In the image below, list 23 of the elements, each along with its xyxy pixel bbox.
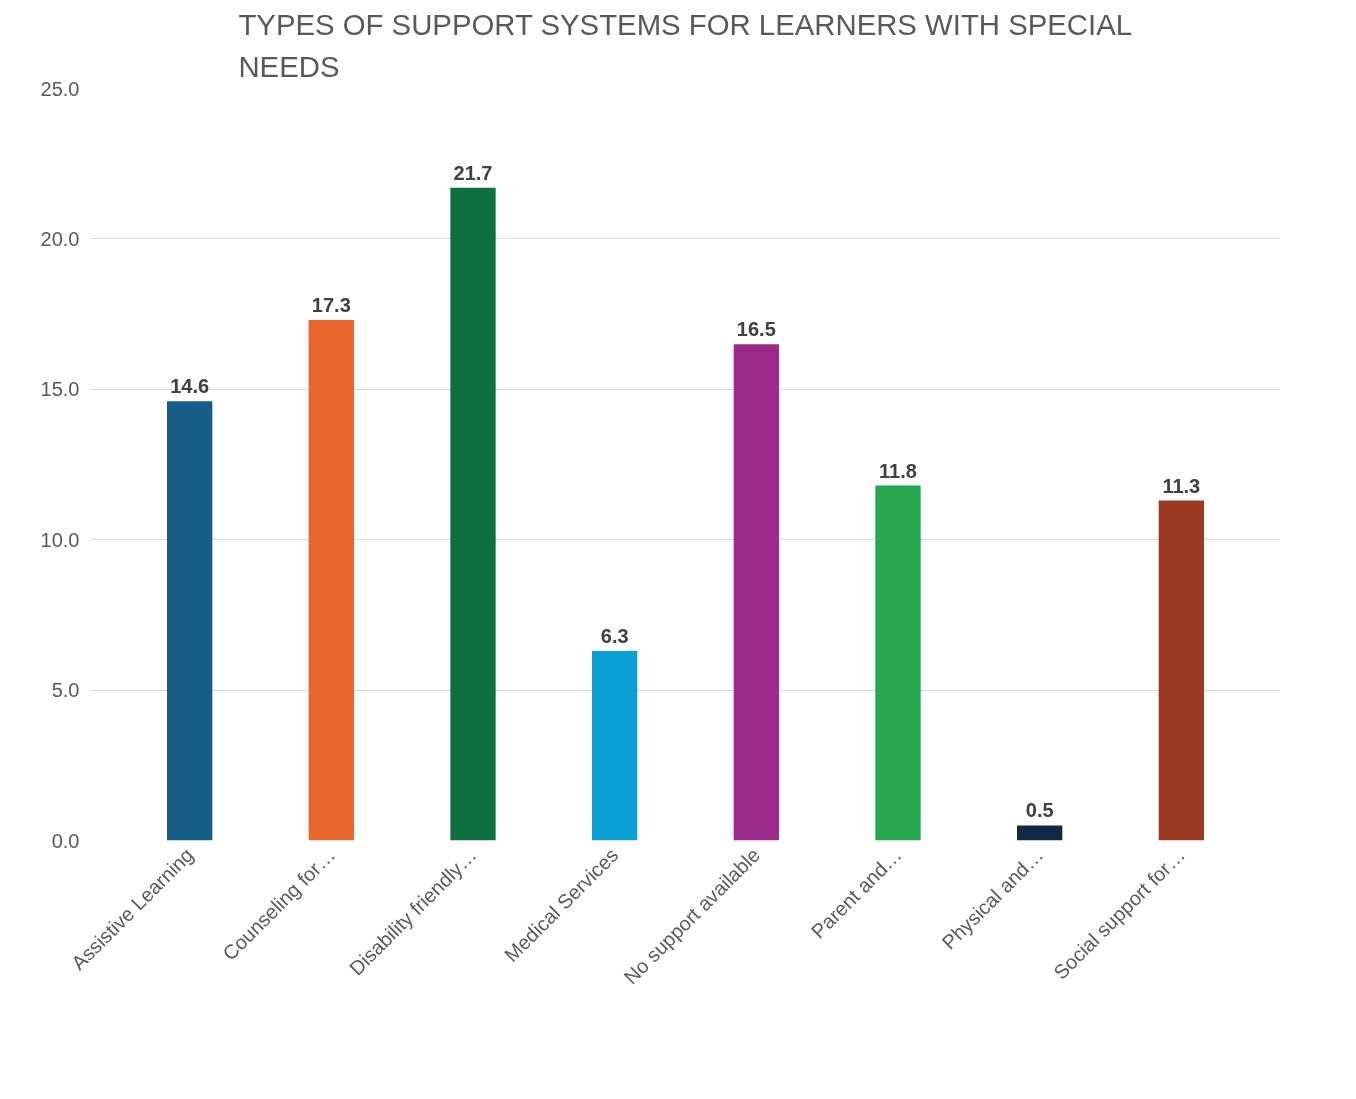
data-label: 14.6 [170,375,210,398]
chart-title: TYPES OF SUPPORT SYSTEMS FOR LEARNERS WITH SPECIAL NEEDS [238,7,1133,84]
bar [1158,500,1204,841]
data-label: 17.3 [311,294,351,317]
data-label: 16.5 [736,318,776,341]
y-tick-label: 10.0 [40,528,80,551]
y-tick-label: 5.0 [51,679,80,702]
y-tick-label: 15.0 [40,378,80,401]
data-label: 6.3 [600,625,629,647]
data-label: 11.8 [879,459,917,482]
data-label: 0.5 [1025,799,1054,822]
bar [450,187,496,841]
bar [1017,825,1063,841]
y-tick-label: 20.0 [40,227,80,250]
bar [308,320,354,841]
bar [592,651,638,841]
bar [733,344,779,841]
data-label: 11.3 [1162,474,1201,497]
data-label: 21.7 [453,161,493,184]
bar [167,401,213,841]
y-tick-label: 0.0 [51,829,80,852]
bar [875,485,921,841]
y-tick-label: 25.0 [40,77,80,100]
